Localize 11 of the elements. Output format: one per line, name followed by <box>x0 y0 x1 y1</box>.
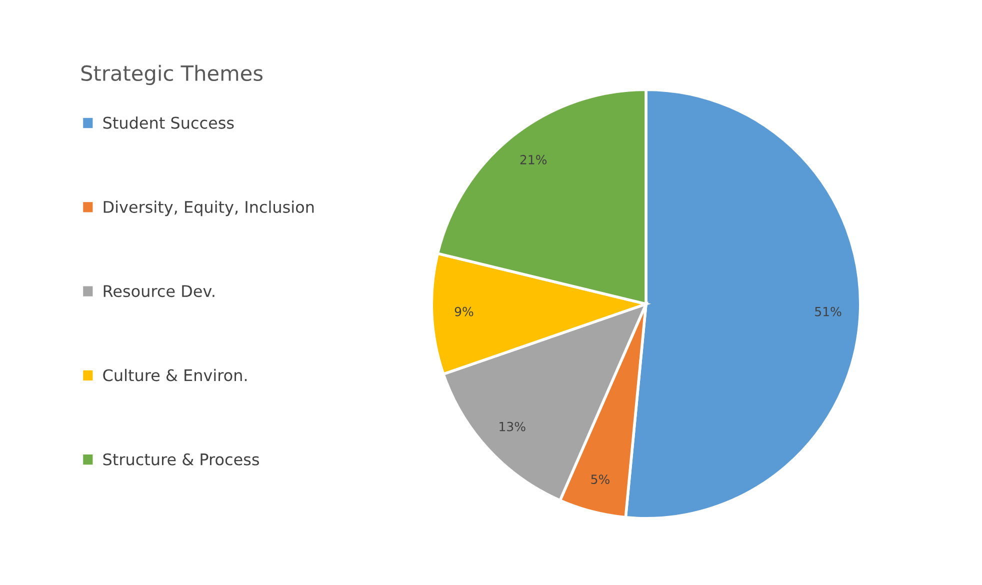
legend-label: Student Success <box>103 116 234 129</box>
legend-label: Resource Dev. <box>104 285 214 298</box>
data-label: 13% <box>500 422 526 432</box>
data-label: 51% <box>815 306 842 316</box>
data-label: 21% <box>520 154 547 164</box>
data-label: 5% <box>591 474 610 484</box>
chart-title: Strategic Themes <box>81 64 262 86</box>
data-label: 9% <box>454 306 474 316</box>
legend-label: Structure & Process <box>103 453 259 466</box>
legend-label: Culture & Environ. <box>103 368 247 382</box>
legend-label: Diversity, Equity, Inclusion <box>104 200 314 216</box>
